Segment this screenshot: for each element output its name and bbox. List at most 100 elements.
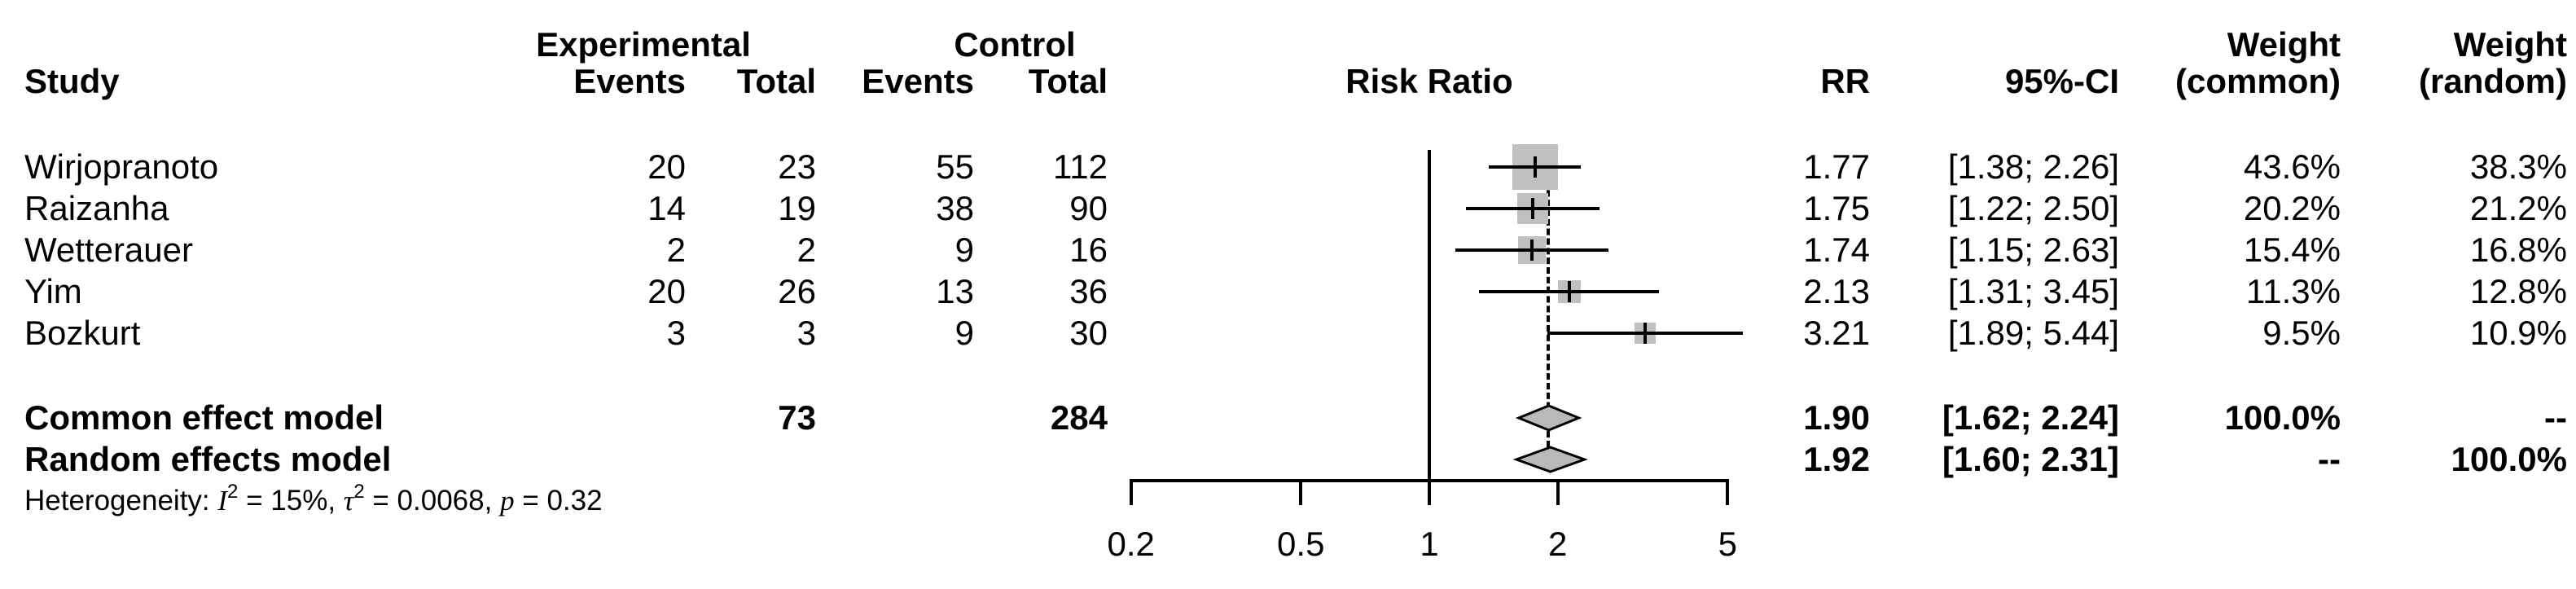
ctrl-total-cell: 16 — [1069, 231, 1108, 269]
null-effect-line — [1428, 150, 1431, 481]
summary-model-label: Common effect model — [24, 398, 384, 437]
summary-ci-cell: [1.60; 2.31] — [1942, 440, 2119, 478]
exp-total-cell: 23 — [778, 147, 816, 186]
column-header-common: (common) — [2175, 62, 2341, 100]
exp-events-cell: 14 — [647, 189, 686, 227]
heterogeneity-prefix: Heterogeneity: — [24, 485, 218, 516]
i-squared-value: = 15%, — [238, 485, 344, 516]
exp-events-cell: 2 — [666, 231, 686, 269]
ci-cell: [1.22; 2.50] — [1947, 189, 2119, 227]
weight-random-cell: 38.3% — [2469, 147, 2567, 186]
ci-cell: [1.89; 5.44] — [1947, 314, 2119, 352]
x-axis-tick-label: 0.2 — [1107, 525, 1155, 563]
exp-events-cell: 20 — [647, 272, 686, 310]
column-header-rr: RR — [1820, 62, 1870, 100]
ctrl-total-cell: 36 — [1069, 272, 1108, 310]
x-axis-tick — [1428, 481, 1431, 505]
ci-cell: [1.31; 3.45] — [1947, 272, 2119, 310]
column-header-study: Study — [24, 62, 120, 100]
tau-squared-symbol: τ — [343, 485, 354, 516]
x-axis-tick — [1299, 481, 1303, 505]
exp-total-cell: 26 — [778, 272, 816, 310]
weight-random-cell: 21.2% — [2469, 189, 2567, 227]
group-header-experimental: Experimental — [536, 25, 751, 64]
p-symbol: p — [500, 485, 515, 516]
summary-weight-common-cell: -- — [2318, 440, 2341, 478]
study-name: Bozkurt — [24, 314, 141, 352]
summary-ctrl-total-cell: 284 — [1050, 398, 1108, 437]
study-name: Wirjopranoto — [24, 147, 219, 186]
ctrl-events-cell: 9 — [954, 231, 974, 269]
rr-cell: 1.75 — [1803, 189, 1870, 227]
column-header-weight-common: Weight — [2227, 25, 2341, 64]
weight-common-cell: 9.5% — [2262, 314, 2341, 352]
weight-random-cell: 16.8% — [2469, 231, 2567, 269]
rr-cell: 2.13 — [1803, 272, 1870, 310]
summary-diamond — [1512, 446, 1588, 473]
summary-model-label: Random effects model — [24, 440, 392, 478]
tau-squared-exponent: 2 — [353, 481, 365, 503]
column-header-ctrl-events: Events — [862, 62, 974, 100]
summary-exp-total-cell: 73 — [778, 398, 816, 437]
exp-events-cell: 20 — [647, 147, 686, 186]
study-name: Wetterauer — [24, 231, 193, 269]
p-value: = 0.32 — [514, 485, 603, 516]
weight-common-cell: 43.6% — [2243, 147, 2341, 186]
column-header-ci: 95%-CI — [2004, 62, 2119, 100]
column-header-exp-events: Events — [573, 62, 686, 100]
x-axis-tick-label: 1 — [1420, 525, 1439, 563]
ctrl-events-cell: 38 — [936, 189, 974, 227]
tau-squared-value: = 0.0068, — [364, 485, 501, 516]
column-header-ctrl-total: Total — [1028, 62, 1108, 100]
pooled-estimate-dashed-line — [1547, 152, 1551, 447]
x-axis-tick — [1726, 481, 1730, 505]
x-axis-tick-label: 5 — [1718, 525, 1737, 563]
ctrl-total-cell: 112 — [1053, 147, 1108, 186]
study-name: Yim — [24, 272, 82, 310]
column-header-weight-random: Weight — [2453, 25, 2567, 64]
column-header-random: (random) — [2419, 62, 2567, 100]
i-squared-exponent: 2 — [227, 481, 239, 503]
column-header-exp-total: Total — [736, 62, 816, 100]
summary-rr-cell: 1.90 — [1803, 398, 1870, 437]
ctrl-events-cell: 55 — [936, 147, 974, 186]
x-axis-tick-label: 0.5 — [1277, 525, 1325, 563]
ctrl-events-cell: 13 — [936, 272, 974, 310]
exp-total-cell: 3 — [796, 314, 816, 352]
rr-cell: 1.74 — [1803, 231, 1870, 269]
x-axis-tick — [1129, 481, 1133, 505]
ci-cell: [1.15; 2.63] — [1947, 231, 2119, 269]
summary-ci-cell: [1.62; 2.24] — [1942, 398, 2119, 437]
exp-total-cell: 2 — [796, 231, 816, 269]
point-estimate-tick — [1533, 156, 1537, 178]
weight-random-cell: 12.8% — [2469, 272, 2567, 310]
point-estimate-tick — [1643, 323, 1648, 344]
group-header-control: Control — [954, 25, 1076, 64]
rr-cell: 1.77 — [1803, 147, 1870, 186]
heterogeneity-note: Heterogeneity: I2 = 15%, τ2 = 0.0068, p … — [24, 482, 603, 520]
point-estimate-tick — [1568, 281, 1572, 302]
ci-cell: [1.38; 2.26] — [1947, 147, 2119, 186]
ctrl-events-cell: 9 — [954, 314, 974, 352]
weight-common-cell: 15.4% — [2243, 231, 2341, 269]
summary-rr-cell: 1.92 — [1803, 440, 1870, 478]
weight-common-cell: 20.2% — [2243, 189, 2341, 227]
ctrl-total-cell: 30 — [1069, 314, 1108, 352]
i-squared-symbol: I — [217, 485, 228, 516]
point-estimate-tick — [1531, 198, 1535, 219]
point-estimate-tick — [1530, 240, 1534, 261]
exp-total-cell: 19 — [778, 189, 816, 227]
summary-weight-random-cell: 100.0% — [2451, 440, 2567, 478]
ctrl-total-cell: 90 — [1069, 189, 1108, 227]
exp-events-cell: 3 — [666, 314, 686, 352]
weight-common-cell: 11.3% — [2246, 272, 2341, 310]
study-name: Raizanha — [24, 189, 169, 227]
rr-cell: 3.21 — [1803, 314, 1870, 352]
plot-title: Risk Ratio — [1345, 62, 1513, 100]
x-axis-tick-label: 2 — [1548, 525, 1568, 563]
summary-weight-common-cell: 100.0% — [2224, 398, 2341, 437]
weight-random-cell: 10.9% — [2469, 314, 2567, 352]
x-axis-tick — [1556, 481, 1560, 505]
summary-weight-random-cell: -- — [2544, 398, 2567, 437]
